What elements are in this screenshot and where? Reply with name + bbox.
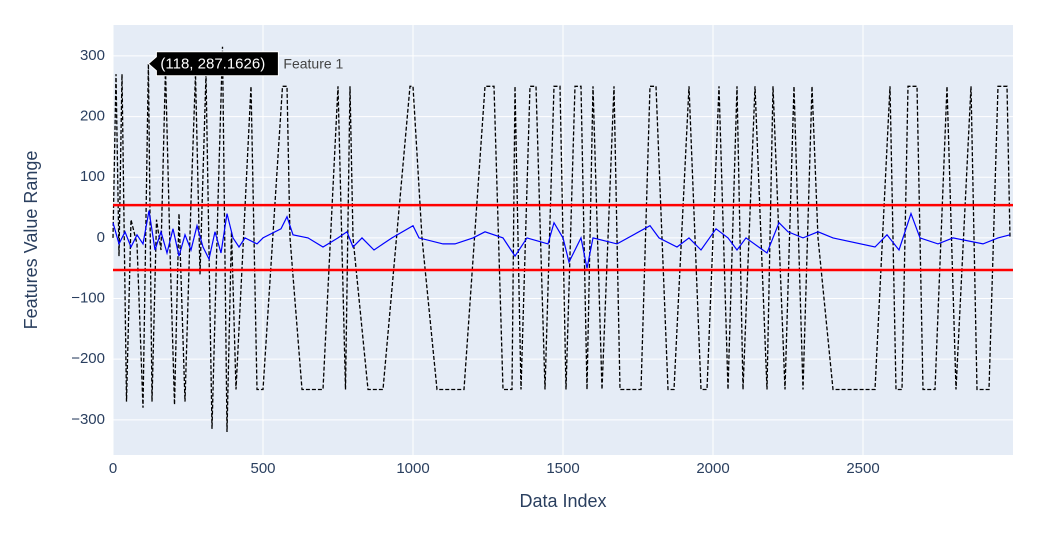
x-tick-label: 2500 (846, 460, 879, 477)
tooltip: (118, 287.1626) Feature 1 (147, 51, 344, 77)
x-tick-label: 1000 (396, 460, 429, 477)
x-axis-title: Data Index (519, 491, 606, 511)
x-tick-label: 500 (250, 460, 275, 477)
y-tick-label: 0 (97, 229, 105, 246)
series-line (112, 210, 1011, 269)
x-tick-label: 0 (109, 460, 117, 477)
y-tick-label: −100 (71, 289, 105, 306)
x-tick-label: 2000 (696, 460, 729, 477)
y-tick-label: 100 (80, 168, 105, 185)
tooltip-series: Feature 1 (283, 55, 343, 71)
tooltip-text: (118, 287.1626) (160, 56, 265, 73)
y-tick-label: −200 (71, 350, 105, 367)
y-axis-title: Features Value Range (21, 151, 41, 330)
y-tick-label: 300 (80, 47, 105, 64)
tooltip-box (147, 51, 279, 77)
y-tick-label: −300 (71, 411, 105, 428)
y-tick-label: 200 (80, 108, 105, 125)
x-tick-label: 1500 (546, 460, 579, 477)
series-line (112, 46, 1011, 433)
